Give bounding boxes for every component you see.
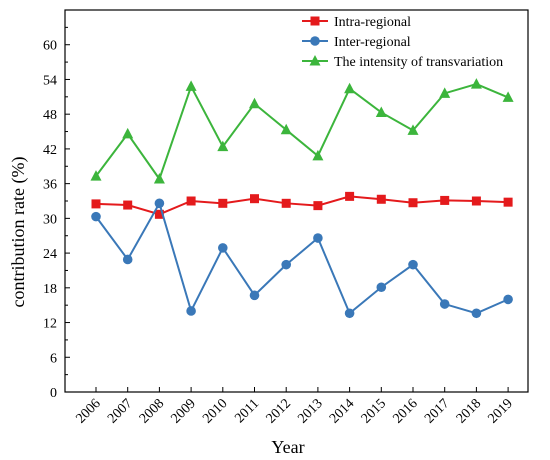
- data-point: [344, 308, 355, 319]
- data-point: [249, 97, 260, 109]
- x-tick-label: 2018: [454, 396, 484, 426]
- x-tick-label: 2012: [264, 396, 294, 426]
- data-point: [376, 194, 386, 204]
- series-line: [95, 195, 509, 216]
- data-point: [313, 233, 323, 243]
- x-tick-label: 2006: [73, 396, 103, 426]
- y-tick-label: 0: [50, 386, 57, 401]
- data-point: [90, 170, 102, 181]
- legend-label: The intensity of transvariation: [334, 55, 503, 70]
- series-0: [91, 191, 513, 219]
- data-point: [250, 194, 259, 204]
- data-point: [376, 282, 387, 293]
- data-point: [91, 211, 101, 222]
- data-point: [281, 198, 291, 208]
- data-point: [186, 306, 196, 316]
- data-point: [407, 124, 419, 135]
- legend-item: Intra-regional: [302, 15, 411, 30]
- data-point: [439, 299, 450, 309]
- y-axis-title: contribution rate (%): [8, 157, 29, 308]
- y-tick-label: 12: [43, 317, 57, 332]
- x-tick-label: 2007: [105, 396, 135, 426]
- data-point: [217, 140, 229, 152]
- data-point: [218, 243, 228, 253]
- x-tick-label: 2008: [137, 396, 167, 426]
- data-point: [408, 259, 418, 270]
- data-point: [153, 173, 165, 184]
- series-2: [90, 78, 514, 184]
- data-point: [91, 199, 101, 209]
- x-axis-title: Year: [271, 437, 304, 457]
- series-line: [95, 83, 509, 182]
- data-point: [312, 149, 324, 161]
- data-point: [440, 195, 450, 205]
- data-point: [503, 197, 513, 207]
- data-point: [503, 294, 513, 305]
- y-tick-label: 60: [43, 39, 57, 54]
- x-tick-label: 2013: [295, 396, 325, 426]
- x-tick-label: 2011: [232, 396, 262, 426]
- legend-item: Inter-regional: [302, 35, 411, 50]
- x-tick-label: 2010: [200, 396, 230, 426]
- data-point: [249, 290, 260, 301]
- series-line: [95, 200, 509, 315]
- data-point: [439, 87, 451, 98]
- legend-marker: [310, 16, 320, 26]
- data-point: [281, 259, 292, 270]
- y-tick-label: 54: [43, 73, 57, 88]
- data-point: [344, 82, 356, 94]
- data-point: [218, 198, 228, 208]
- y-tick-label: 30: [43, 212, 57, 227]
- data-point: [502, 91, 514, 102]
- x-tick-label: 2014: [327, 396, 357, 426]
- y-tick-label: 6: [50, 351, 57, 366]
- data-point: [375, 106, 387, 117]
- data-point: [122, 127, 134, 139]
- data-point: [185, 80, 197, 91]
- x-tick-label: 2017: [422, 396, 452, 426]
- y-tick-label: 24: [43, 247, 57, 262]
- data-point: [122, 254, 133, 265]
- data-point: [345, 191, 355, 201]
- data-point: [154, 209, 164, 219]
- y-tick-label: 18: [43, 282, 57, 297]
- series-layer: [90, 78, 514, 319]
- data-point: [280, 123, 292, 135]
- data-point: [471, 196, 481, 206]
- y-tick-label: 42: [43, 143, 57, 158]
- x-tick-label: 2016: [390, 396, 420, 426]
- x-tick-label: 2015: [359, 396, 389, 426]
- data-point: [186, 196, 196, 206]
- y-tick-label: 48: [43, 108, 57, 123]
- series-1: [91, 198, 513, 319]
- data-point: [154, 198, 165, 209]
- axes: 0 6 12 18 24 30 36 42 48 54 60 2006 2007 2008 2009 2010…: [43, 9, 529, 427]
- legend-item: The intensity of transvariation: [302, 55, 503, 70]
- data-point: [470, 78, 482, 89]
- legend-marker: [310, 36, 320, 46]
- data-point: [471, 308, 482, 319]
- legend-label: Intra-regional: [334, 15, 411, 30]
- legend-label: Inter-regional: [334, 35, 411, 50]
- data-point: [313, 201, 323, 211]
- y-tick-label: 36: [43, 178, 57, 193]
- legend: Intra-regional Inter-regional The intensit…: [302, 15, 503, 70]
- data-point: [123, 200, 133, 210]
- data-point: [408, 198, 418, 208]
- x-tick-label: 2009: [169, 396, 199, 426]
- x-tick-label: 2019: [486, 396, 516, 426]
- legend-marker: [309, 55, 321, 66]
